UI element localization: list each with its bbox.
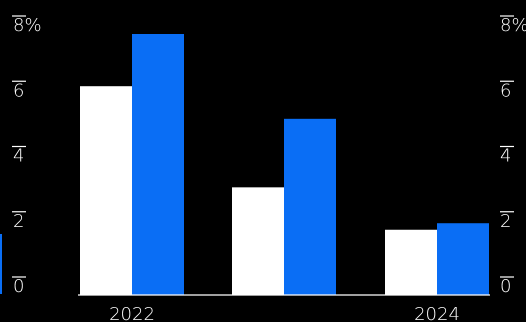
left-tick-label-0: 0: [13, 276, 24, 297]
right-tick-label-1: 2: [500, 211, 511, 232]
left-edge-marker: [0, 234, 2, 294]
right-tick-label-2: 4: [500, 146, 511, 167]
right-tick-label-3: 6: [500, 80, 511, 101]
bar-series-group: [80, 34, 489, 295]
bar-2024-series-1: [385, 229, 437, 295]
left-tick-label-1: 2: [13, 211, 24, 232]
left-tick-label-3: 6: [13, 80, 24, 101]
left-y-axis: 0 2 4 6 8%: [12, 15, 42, 297]
bar-2023-series-1: [232, 187, 284, 295]
bar-2022-series-1: [80, 86, 132, 295]
right-y-axis: 0 2 4 6 8%: [500, 15, 526, 297]
x-tick-label-2022: 2022: [109, 304, 155, 322]
right-tick-label-0: 0: [500, 276, 511, 297]
bar-2022-series-2: [132, 34, 184, 295]
bar-2023-series-2: [284, 118, 336, 295]
left-tick-label-2: 4: [13, 146, 24, 167]
x-axis-labels: 2022 2024: [109, 304, 460, 322]
bar-2024-series-2: [437, 223, 489, 295]
x-tick-label-2024: 2024: [414, 304, 460, 322]
left-tick-label-4: 8%: [13, 15, 42, 36]
right-tick-label-4: 8%: [500, 15, 526, 36]
